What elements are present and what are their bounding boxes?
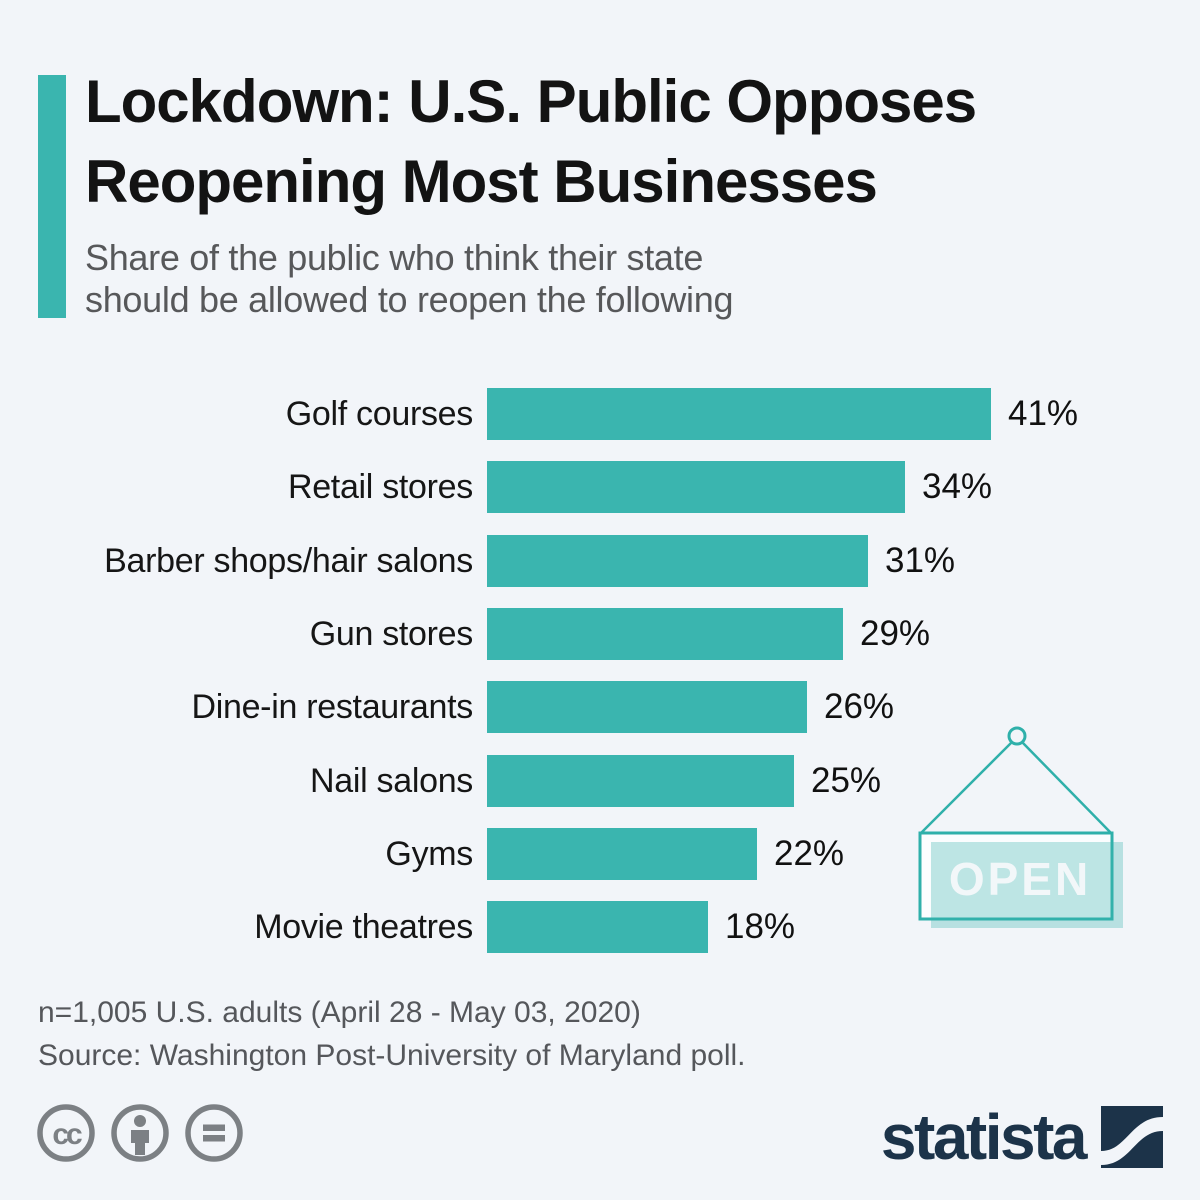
source-note: Source: Washington Post-University of Ma… — [38, 1039, 746, 1072]
cc-icon: cc — [37, 1104, 95, 1162]
chart-row: Barber shops/hair salons 31% — [0, 535, 1200, 587]
chart-row: Golf courses 41% — [0, 388, 1200, 440]
bar-label: Gun stores — [309, 614, 474, 653]
bar-value: 25% — [811, 761, 882, 800]
sample-note: n=1,005 U.S. adults (April 28 - May 03, … — [38, 996, 641, 1029]
page-subtitle: Share of the public who think their stat… — [85, 237, 1135, 321]
bar-value: 18% — [725, 907, 796, 946]
bar-chart: Golf courses 41% Retail stores 34% Barber sh… — [0, 388, 1200, 988]
bar-label: Dine-in restaurants — [191, 687, 473, 726]
bar-label: Golf courses — [285, 394, 474, 433]
bar — [487, 828, 757, 880]
chart-row: Movie theatres 18% — [0, 901, 1200, 953]
open-sign-label: OPEN — [949, 853, 1091, 905]
bar-value: 31% — [885, 541, 956, 580]
sign-string-left — [919, 741, 1013, 835]
bar — [487, 755, 794, 807]
sign-string-right — [1021, 741, 1113, 835]
page-title: Lockdown: U.S. Public Opposes Reopening … — [85, 62, 1175, 222]
open-sign-illustration: OPEN — [908, 720, 1124, 936]
bar-value: 34% — [922, 467, 993, 506]
bar-label: Retail stores — [287, 467, 473, 506]
bar-value: 29% — [860, 614, 931, 653]
bar — [487, 901, 708, 953]
footer-notes: n=1,005 U.S. adults (April 28 - May 03, … — [38, 991, 746, 1077]
bar-value: 26% — [824, 687, 895, 726]
bar-label: Movie theatres — [254, 907, 473, 946]
bar-label: Gyms — [385, 834, 473, 873]
bar-value: 22% — [774, 834, 845, 873]
title-accent-bar — [38, 75, 66, 318]
chart-row: Dine-in restaurants 26% — [0, 681, 1200, 733]
sign-board — [918, 831, 1114, 921]
bar-label: Barber shops/hair salons — [104, 541, 473, 580]
page-subtitle-line1: Share of the public who think their stat… — [85, 237, 704, 278]
attribution-person-icon — [111, 1104, 169, 1162]
svg-text:cc: cc — [52, 1118, 82, 1151]
bar — [487, 681, 807, 733]
chart-row: Gun stores 29% — [0, 608, 1200, 660]
bar-label: Nail salons — [310, 761, 473, 800]
chart-row: Nail salons 25% — [0, 755, 1200, 807]
bar — [487, 388, 991, 440]
bar — [487, 535, 868, 587]
statista-logo: statista — [880, 1101, 1163, 1173]
statista-logo-mark — [1101, 1106, 1163, 1168]
sign-shadow-overlay — [931, 842, 1123, 928]
open-sign-graphic: OPEN — [918, 726, 1123, 928]
page-subtitle-line2: should be allowed to reopen the followin… — [85, 279, 734, 320]
bar-value: 41% — [1008, 394, 1079, 433]
chart-row: Gyms 22% — [0, 828, 1200, 880]
chart-row: Retail stores 34% — [0, 461, 1200, 513]
bar — [487, 608, 843, 660]
sign-hook-ring — [1007, 726, 1027, 746]
bar — [487, 461, 905, 513]
page-title-line1: Lockdown: U.S. Public Opposes — [85, 68, 977, 135]
license-icons: cc — [36, 1103, 244, 1163]
statista-wordmark: statista — [880, 1101, 1088, 1173]
equals-icon — [185, 1104, 243, 1162]
page-title-line2: Reopening Most Businesses — [85, 148, 878, 215]
